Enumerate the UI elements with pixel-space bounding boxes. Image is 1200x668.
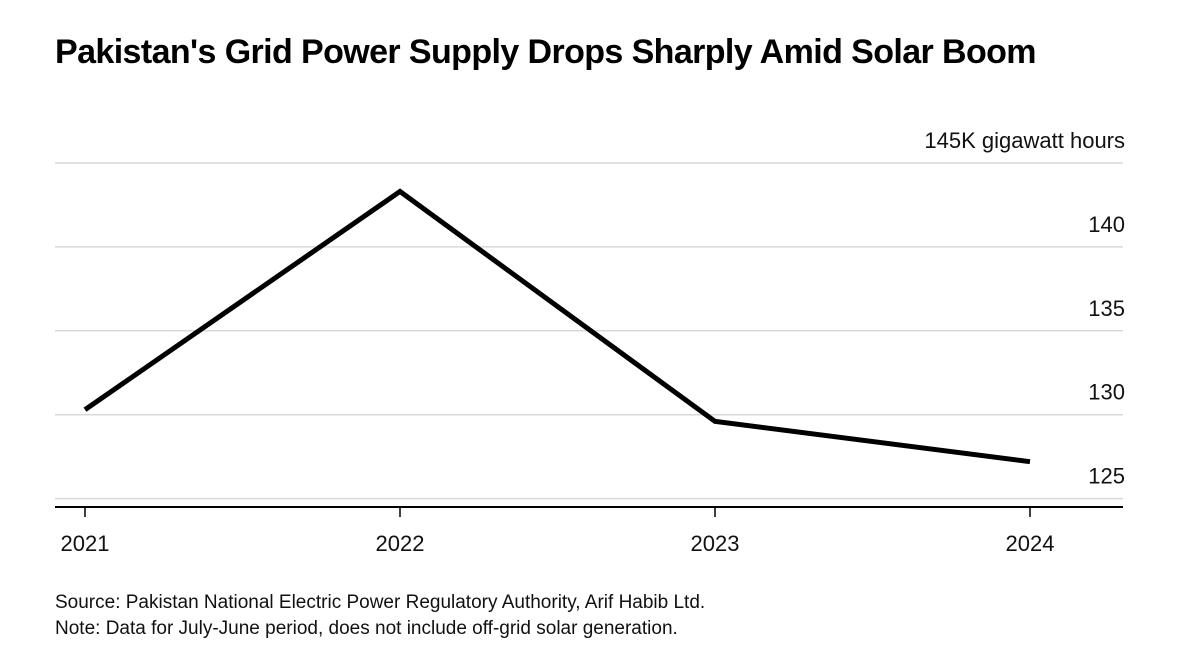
y-tick-label-140: 140 xyxy=(1088,212,1125,237)
series-line-0 xyxy=(83,188,1031,465)
data-note: Note: Data for July-June period, does no… xyxy=(55,618,678,639)
x-axis-tick-labels: 2021 2022 2023 2024 xyxy=(61,531,1055,556)
x-axis xyxy=(55,506,1123,517)
x-tick-label-2022: 2022 xyxy=(376,531,425,556)
source-note: Source: Pakistan National Electric Power… xyxy=(55,592,706,613)
x-tick-label-2024: 2024 xyxy=(1006,531,1055,556)
y-axis-tick-labels: 125 130 135 140 145K gigawatt hours xyxy=(924,128,1125,489)
series-lines xyxy=(83,188,1031,465)
y-tick-label-145: 145K gigawatt hours xyxy=(924,128,1125,153)
y-tick-label-125: 125 xyxy=(1088,464,1125,489)
x-tick-label-2021: 2021 xyxy=(61,531,110,556)
y-tick-label-130: 130 xyxy=(1088,380,1125,405)
x-tick-label-2023: 2023 xyxy=(691,531,740,556)
y-tick-label-135: 135 xyxy=(1088,296,1125,321)
chart-title: Pakistan's Grid Power Supply Drops Sharp… xyxy=(55,33,1037,71)
